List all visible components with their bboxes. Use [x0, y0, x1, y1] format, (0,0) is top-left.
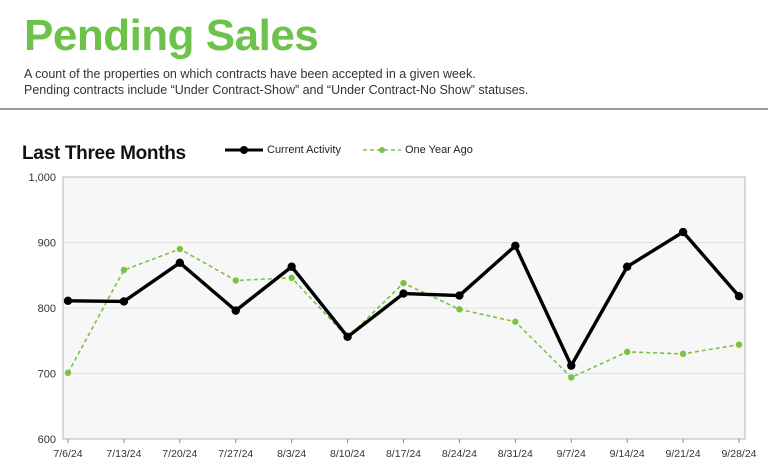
point-year-ago — [120, 266, 128, 274]
point-current — [678, 227, 688, 237]
point-current — [622, 262, 632, 271]
description-line-2: Pending contracts include “Under Contrac… — [24, 83, 529, 97]
y-tick-label: 900 — [38, 238, 56, 250]
x-tick-label: 8/3/24 — [277, 448, 306, 460]
x-tick-label: 8/10/24 — [330, 448, 365, 460]
point-current — [175, 258, 185, 268]
x-tick-label: 9/7/24 — [557, 448, 586, 460]
point-year-ago — [735, 341, 743, 348]
x-tick-label: 7/20/24 — [162, 448, 197, 460]
point-year-ago — [623, 348, 631, 356]
point-year-ago — [512, 318, 519, 325]
x-tick-label: 7/13/24 — [106, 448, 141, 460]
point-year-ago — [288, 274, 295, 282]
point-current — [455, 291, 464, 300]
point-current — [567, 361, 576, 370]
point-year-ago — [64, 369, 72, 377]
point-year-ago — [568, 374, 575, 381]
x-tick-label: 9/14/24 — [610, 448, 645, 460]
x-tick-label: 7/6/24 — [53, 448, 82, 460]
point-year-ago — [679, 350, 687, 358]
legend-line-year-ago-icon — [362, 147, 401, 153]
point-current — [287, 262, 296, 271]
x-tick-label: 9/28/24 — [721, 448, 756, 460]
point-current — [399, 289, 408, 298]
x-tick-label: 9/21/24 — [666, 448, 701, 460]
legend-label-year-ago: One Year Ago — [404, 144, 473, 156]
x-tick-label: 8/24/24 — [442, 448, 477, 460]
y-tick-label: 600 — [38, 434, 56, 446]
page-title: Pending Sales — [24, 11, 319, 60]
point-current — [63, 296, 73, 305]
point-year-ago — [232, 277, 239, 284]
point-current — [231, 306, 240, 315]
y-tick-label: 700 — [38, 369, 56, 381]
header-divider — [0, 108, 768, 110]
point-current — [119, 297, 129, 306]
y-tick-label: 800 — [38, 303, 56, 315]
x-tick-label: 7/27/24 — [218, 448, 253, 460]
legend-item-year-ago: One Year Ago — [362, 144, 473, 156]
legend-item-current: Current Activity — [225, 144, 341, 156]
point-year-ago — [176, 245, 184, 253]
page-description: A count of the properties on which contr… — [24, 66, 528, 98]
point-year-ago — [400, 279, 407, 287]
legend-line-current-icon — [225, 146, 263, 154]
legend-label-current: Current Activity — [267, 144, 341, 156]
x-tick-label: 8/31/24 — [498, 448, 533, 460]
description-line-1: A count of the properties on which contr… — [24, 67, 476, 81]
x-tick-label: 8/17/24 — [386, 448, 421, 460]
y-tick-label: 1,000 — [28, 172, 56, 184]
chart-legend: Current Activity One Year Ago — [225, 144, 495, 156]
section-title: Last Three Months — [22, 143, 186, 164]
point-year-ago — [456, 306, 463, 313]
point-current — [511, 241, 520, 250]
point-current — [734, 292, 744, 301]
point-current — [343, 332, 352, 342]
